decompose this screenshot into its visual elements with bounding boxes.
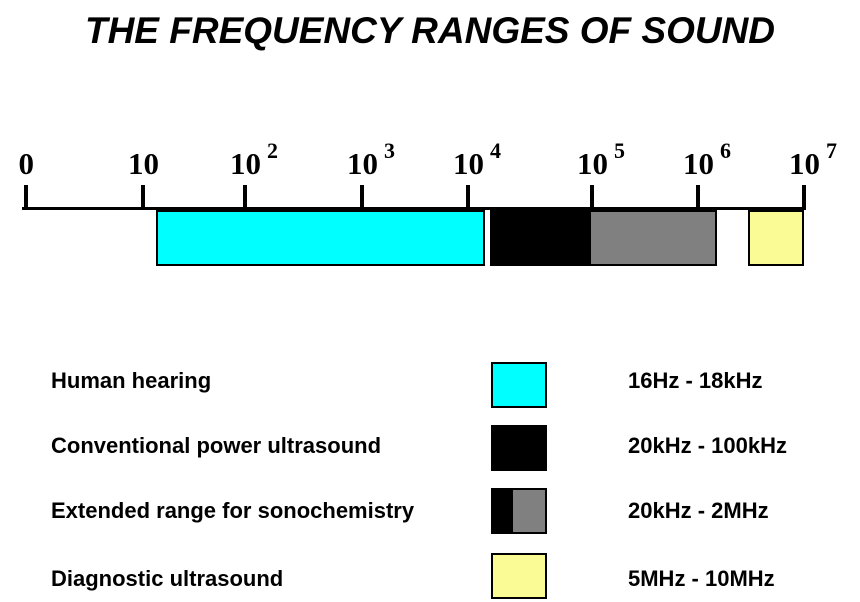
axis-tick [360, 185, 364, 210]
range-bar-diagnostic-ultrasound [748, 210, 804, 266]
axis-tick-exponent: 7 [826, 138, 837, 163]
axis-tick-label: 10 6 [683, 138, 731, 181]
legend-swatch-segment [512, 490, 545, 532]
legend-range: 20kHz - 100kHz [628, 433, 787, 458]
legend-label: Diagnostic ultrasound [51, 566, 284, 591]
axis-line [22, 207, 806, 210]
axis-tick-exponent: 4 [490, 138, 501, 163]
legend-swatch-segment [493, 364, 545, 406]
figure-title: THE FREQUENCY RANGES OF SOUND [84, 10, 776, 51]
axis-tick-exponent: 3 [384, 138, 395, 163]
range-bar-conventional-power-ultrasound [490, 210, 589, 266]
axis-tick-exponent: 6 [720, 138, 731, 163]
axis-tick [590, 185, 594, 210]
axis-tick [243, 185, 247, 210]
axis-tick-exponent: 2 [267, 138, 278, 163]
legend-swatch [491, 362, 547, 408]
legend-label: Human hearing [51, 368, 212, 393]
axis-tick [24, 185, 28, 210]
axis-tick-label: 10 7 [789, 138, 837, 181]
axis-tick-exponent: 5 [614, 138, 625, 163]
axis-tick-label: 10 3 [347, 138, 395, 181]
legend-swatch-segment [493, 490, 513, 532]
legend-range: 16Hz - 18kHz [628, 368, 763, 393]
axis-tick-label: 10 2 [230, 138, 278, 181]
axis-tick [696, 185, 700, 210]
axis-tick-label: 10 4 [453, 138, 501, 181]
range-bar-human-hearing [156, 210, 485, 266]
legend-swatch [491, 553, 547, 599]
axis-tick-label: 10 [128, 146, 159, 181]
legend-swatch-segment [493, 427, 545, 469]
legend-swatch [491, 425, 547, 471]
legend-swatch [491, 488, 547, 534]
legend-range: 20kHz - 2MHz [628, 498, 769, 523]
axis-tick-label: 0 [18, 146, 35, 181]
legend-range: 5MHz - 10MHz [628, 566, 775, 591]
legend-label: Conventional power ultrasound [51, 433, 382, 458]
axis-tick-label: 10 5 [577, 138, 625, 181]
legend-label: Extended range for sonochemistry [51, 498, 415, 523]
legend-swatch-segment [493, 555, 545, 597]
axis-tick [802, 185, 806, 210]
range-bar-extended-range-sonochemistry [589, 210, 717, 266]
axis-tick [466, 185, 470, 210]
axis-tick [141, 185, 145, 210]
